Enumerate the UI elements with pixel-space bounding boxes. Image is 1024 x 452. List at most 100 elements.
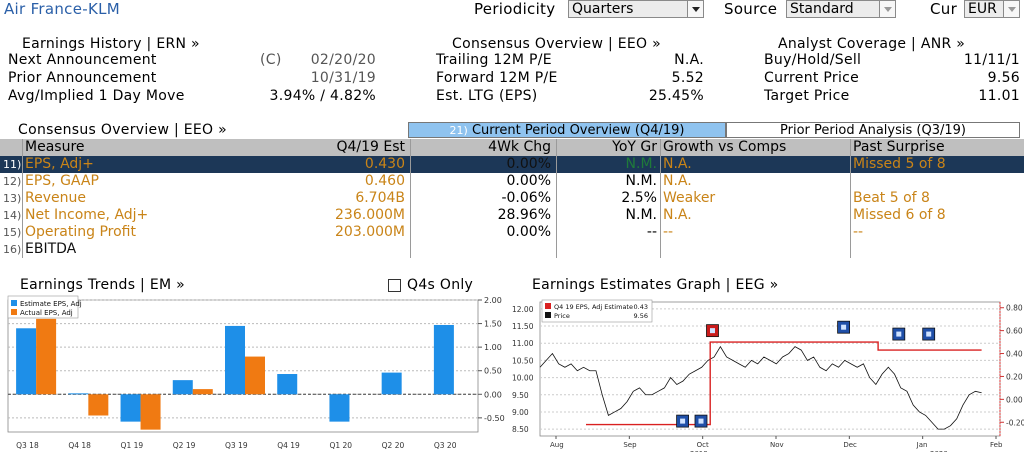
x-tick-label: Dec bbox=[843, 441, 857, 449]
chevron-down-icon[interactable] bbox=[879, 1, 895, 17]
row-number: 16) bbox=[3, 243, 22, 256]
x-tick-label: Q3 18 bbox=[16, 441, 39, 450]
co-label-1: Forward 12M P/E bbox=[436, 70, 558, 86]
eh-prefix-0: (C) bbox=[260, 52, 282, 68]
eh-label-2: Avg/Implied 1 Day Move bbox=[8, 88, 185, 104]
measure-cell: Revenue bbox=[25, 190, 86, 206]
earnings-estimates-chart: 12.00 11.50 11.00 10.50 10.00 9.50 9.00 8.50 0.8… bbox=[512, 299, 1024, 452]
bar-actual bbox=[140, 394, 161, 430]
tab-prior-period[interactable]: Prior Period Analysis (Q3/19) bbox=[726, 122, 1020, 138]
x-tick-label: Sep bbox=[623, 441, 637, 449]
col-divider bbox=[660, 139, 661, 258]
earnings-graph-title[interactable]: Earnings Estimates Graph | EEG » bbox=[532, 277, 779, 293]
co-value-1: 5.52 bbox=[671, 70, 704, 86]
right-tick-label: -0.20 bbox=[1006, 418, 1024, 427]
bar-estimate bbox=[172, 380, 193, 395]
event-marker-inner bbox=[926, 331, 932, 337]
bar-estimate bbox=[68, 393, 89, 395]
periodicity-label: Periodicity bbox=[474, 0, 556, 18]
yoy-cell: N.M. bbox=[625, 207, 657, 223]
q4s-only-checkbox[interactable] bbox=[388, 279, 401, 292]
yoy-cell: -- bbox=[646, 224, 657, 240]
x-year-label: 2020 bbox=[930, 450, 948, 452]
col-4wk-chg[interactable]: 4Wk Chg bbox=[488, 139, 551, 155]
currency-value: EUR bbox=[968, 1, 997, 17]
ac-label-0: Buy/Hold/Sell bbox=[764, 52, 862, 68]
measure-cell: EBITDA bbox=[25, 241, 77, 257]
col-divider bbox=[410, 139, 411, 258]
col-growth-vs-comps[interactable]: Growth vs Comps bbox=[663, 139, 787, 155]
table-row[interactable]: 16) EBITDA bbox=[0, 241, 1024, 258]
table-row[interactable]: 12) EPS, GAAP 0.460 0.00% N.M. N.A. bbox=[0, 173, 1024, 190]
ac-label-2: Target Price bbox=[764, 88, 850, 104]
chg-cell: 0.00% bbox=[506, 224, 551, 240]
estimate-cell: 0.430 bbox=[364, 156, 405, 172]
y-tick-label: 0.00 bbox=[484, 390, 502, 399]
estimate-cell: 6.704B bbox=[355, 190, 405, 206]
table-row[interactable]: 11) EPS, Adj+ 0.430 0.00% N.M. N.A. Missed 5 o… bbox=[0, 156, 1024, 173]
surprise-cell bbox=[850, 241, 1020, 258]
measure-cell: Operating Profit bbox=[25, 224, 136, 240]
chg-cell bbox=[420, 241, 554, 258]
cur-label: Cur bbox=[930, 0, 958, 18]
right-tick-label: 0.80 bbox=[1006, 304, 1023, 313]
table-row[interactable]: 15) Operating Profit 203.000M 0.00% -- -- -- bbox=[0, 224, 1024, 241]
table-row[interactable]: 13) Revenue 6.704B -0.06% 2.5% Weaker Beat 5 o… bbox=[0, 190, 1024, 207]
x-tick-label: Q1 19 bbox=[121, 441, 144, 450]
bar-actual bbox=[36, 318, 57, 395]
y-tick-label: 1.50 bbox=[484, 320, 502, 329]
legend-label: Estimate EPS, Adj bbox=[20, 300, 82, 308]
currency-select[interactable]: EUR bbox=[964, 0, 1020, 18]
x-tick-label: Q2 19 bbox=[173, 441, 196, 450]
legend-value: 0.43 bbox=[634, 303, 648, 311]
periodicity-select[interactable]: Quarters bbox=[568, 0, 704, 18]
row-number: 11) bbox=[3, 158, 22, 171]
legend-label: Q4 19 EPS, Adj Estimate bbox=[554, 303, 633, 311]
surprise-cell: Missed 6 of 8 bbox=[853, 207, 946, 223]
surprise-cell: Missed 5 of 8 bbox=[853, 156, 946, 172]
comps-cell: N.A. bbox=[663, 156, 692, 172]
bar-actual bbox=[245, 356, 265, 395]
eh-value-1: 10/31/19 bbox=[310, 70, 376, 86]
row-number: 14) bbox=[3, 209, 22, 222]
q4s-only-label: Q4s Only bbox=[407, 277, 474, 293]
bar-estimate bbox=[329, 394, 350, 422]
bar-estimate bbox=[277, 374, 298, 395]
chevron-down-icon[interactable] bbox=[687, 1, 703, 17]
measure-cell: EPS, GAAP bbox=[25, 173, 99, 189]
measure-cell: EPS, Adj+ bbox=[25, 156, 94, 172]
chevron-down-icon[interactable] bbox=[1003, 1, 1019, 17]
estimate-cell: 236.000M bbox=[335, 207, 405, 223]
tab-current-period[interactable]: 21) Current Period Overview (Q4/19) bbox=[408, 122, 726, 138]
earnings-trends-title[interactable]: Earnings Trends | EM » bbox=[20, 277, 185, 293]
source-label: Source bbox=[724, 0, 778, 18]
col-estimate[interactable]: Q4/19 Est bbox=[336, 139, 405, 155]
legend-label: Actual EPS, Adj bbox=[20, 309, 73, 317]
tab-current-num: 21) bbox=[449, 124, 468, 137]
consensus-overview-title[interactable]: Consensus Overview | EEO » bbox=[452, 36, 661, 52]
left-tick-label: 11.00 bbox=[512, 339, 534, 348]
left-tick-label: 9.50 bbox=[512, 391, 529, 400]
security-name[interactable]: Air France-KLM bbox=[4, 0, 120, 18]
y-tick-label: 0.50 bbox=[484, 367, 502, 376]
event-marker-inner bbox=[896, 331, 902, 337]
surprise-cell: -- bbox=[853, 224, 864, 240]
col-divider bbox=[22, 139, 23, 258]
comps-cell: N.A. bbox=[663, 173, 692, 189]
col-yoy-gr[interactable]: YoY Gr bbox=[612, 139, 657, 155]
event-marker-inner bbox=[698, 418, 704, 424]
x-tick-label: Q3 19 bbox=[225, 441, 248, 450]
row-number: 13) bbox=[3, 192, 22, 205]
source-select[interactable]: Standard bbox=[786, 0, 896, 18]
ac-label-1: Current Price bbox=[764, 70, 860, 86]
analyst-coverage-title[interactable]: Analyst Coverage | ANR » bbox=[778, 36, 966, 52]
x-tick-label: Nov bbox=[770, 441, 784, 449]
col-measure[interactable]: Measure bbox=[25, 139, 85, 155]
comps-cell: -- bbox=[663, 224, 674, 240]
legend-label: Price bbox=[554, 312, 570, 320]
consensus-table-title[interactable]: Consensus Overview | EEO » bbox=[18, 122, 227, 138]
earnings-history-title[interactable]: Earnings History | ERN » bbox=[22, 36, 200, 52]
table-row[interactable]: 14) Net Income, Adj+ 236.000M 28.96% N.M. N.A… bbox=[0, 207, 1024, 224]
chg-cell: -0.06% bbox=[501, 190, 551, 206]
col-past-surprise[interactable]: Past Surprise bbox=[853, 139, 945, 155]
